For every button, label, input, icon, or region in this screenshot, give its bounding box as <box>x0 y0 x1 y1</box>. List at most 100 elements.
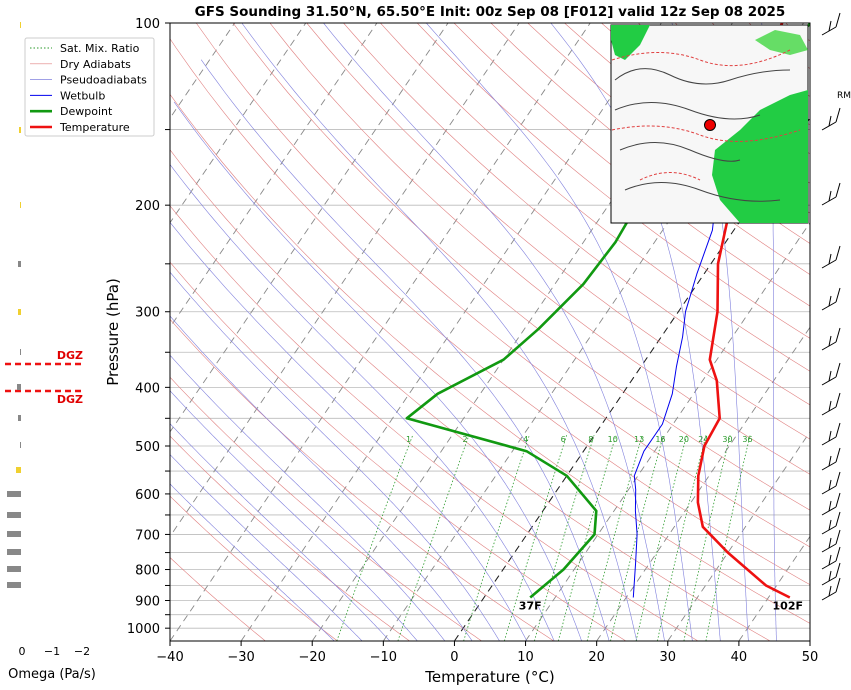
pseudoadiabat-line <box>426 23 693 641</box>
dry-adiabat-line <box>170 261 627 641</box>
omega-bar <box>17 384 21 390</box>
mixing-ratio-label: 36 <box>742 435 752 444</box>
omega-bar <box>18 309 21 315</box>
omega-bar <box>7 582 21 588</box>
surface-dewpoint-label: 37F <box>519 600 542 613</box>
inset-map <box>610 24 809 224</box>
pseudoadiabat-line <box>170 315 473 641</box>
omega-bar <box>7 549 21 555</box>
mixing-ratio-label: 1 <box>406 435 411 444</box>
omega-bar <box>7 512 21 518</box>
legend-box <box>24 37 155 137</box>
plot-frame <box>169 22 811 642</box>
omega-bar <box>18 261 21 267</box>
omega-bar <box>20 442 21 448</box>
pseudoadiabat-line <box>170 354 446 641</box>
wind-barb <box>821 12 841 36</box>
dry-adiabat-line <box>170 318 554 641</box>
dry-adiabat-line <box>170 376 482 641</box>
y-tick-label: 1000 <box>127 622 160 637</box>
isotherm-line <box>170 23 591 641</box>
sounding-location-marker <box>704 119 716 131</box>
dry-adiabat-line <box>170 38 810 586</box>
mixing-ratio-line <box>586 435 643 641</box>
dgz-label-bottom: DGZ <box>57 393 83 406</box>
omega-bar <box>19 127 21 133</box>
dry-adiabat-line <box>170 557 266 641</box>
x-tick-label: 40 <box>731 650 748 665</box>
omega-axis-label: Omega (Pa/s) <box>8 667 96 682</box>
dry-adiabat-line <box>170 93 810 624</box>
wind-barb <box>821 182 841 206</box>
isotherm-line <box>525 221 810 641</box>
inset-map-green-northeast <box>755 30 808 55</box>
wind-barb <box>821 392 841 416</box>
y-tick-label: 200 <box>135 199 160 214</box>
background-lines: 1 2 4 6 8 10 13 16 20 24 30 36 <box>170 23 810 641</box>
pseudoadiabat-line <box>170 423 391 641</box>
dry-adiabat-line <box>380 23 810 372</box>
legend-label: Dewpoint <box>60 105 113 118</box>
isotherm-line <box>596 326 810 641</box>
pseudoadiabat-line <box>550 23 721 641</box>
mixing-ratio-label: 8 <box>588 435 593 444</box>
rm-label: RM <box>837 91 851 101</box>
x-tick-label: 50 <box>802 650 819 665</box>
y-tick-label: 400 <box>135 381 160 396</box>
mixing-ratio-label: 6 <box>561 435 566 444</box>
pseudoadiabat-line <box>241 23 638 641</box>
y-tick-label: 500 <box>135 440 160 455</box>
y-tick-label: 800 <box>135 564 160 579</box>
isotherm-line <box>240 23 662 641</box>
isotherm-line <box>170 23 520 538</box>
legend-label: Sat. Mix. Ratio <box>60 42 140 55</box>
y-tick-label: 900 <box>135 594 160 609</box>
mixing-ratio-label: 16 <box>655 435 665 444</box>
dry-adiabat-line <box>170 495 338 641</box>
x-tick-label: 20 <box>588 650 605 665</box>
wind-barb <box>821 287 841 311</box>
mixing-ratio-label: 20 <box>679 435 689 444</box>
x-tick-label: −30 <box>227 650 254 665</box>
omega-bar <box>18 415 21 421</box>
wind-barb <box>821 511 841 535</box>
omega-bar <box>20 202 21 208</box>
mixing-ratio-label: 4 <box>523 435 528 444</box>
wind-barb <box>821 447 841 471</box>
omega-bar <box>20 22 21 28</box>
dry-adiabat-line <box>232 23 810 511</box>
wind-barb <box>821 362 841 386</box>
inset-map-green-southeast <box>712 90 808 223</box>
inset-map-isobar-4 <box>624 182 781 202</box>
x-tick-label: −40 <box>156 650 183 665</box>
wind-barb <box>821 327 841 351</box>
pseudoadiabat-line <box>170 221 528 641</box>
inset-map-green-north <box>611 25 650 60</box>
legend: Sat. Mix. Ratio Dry Adiabats Pseudoadiabat… <box>24 37 155 137</box>
mixing-ratio-label: 10 <box>608 435 618 444</box>
omega-bar <box>7 491 21 497</box>
wind-barb <box>821 562 841 586</box>
wind-barb <box>821 245 841 269</box>
legend-label: Pseudoadiabats <box>60 74 147 87</box>
inset-map-isobar-1 <box>614 68 791 85</box>
wind-barb <box>821 577 841 601</box>
mixing-ratio-label: 2 <box>463 435 468 444</box>
mixing-ratio-line <box>657 435 707 641</box>
y-tick-label: 300 <box>135 306 160 321</box>
mixing-ratio-line <box>557 435 617 641</box>
wind-barb <box>821 471 841 495</box>
omega-bar <box>7 566 21 572</box>
wind-barb <box>821 492 841 516</box>
omega-bar <box>20 349 21 355</box>
pseudoadiabat-line <box>170 483 335 641</box>
pseudoadiabat-line <box>170 390 418 641</box>
dry-adiabat-line <box>343 23 810 406</box>
x-tick-label: −20 <box>299 650 326 665</box>
dgz-label-top: DGZ <box>57 349 83 362</box>
mixing-ratio-line <box>397 435 470 641</box>
pseudoadiabat-line <box>323 23 665 641</box>
mixing-ratio-line <box>635 435 688 641</box>
inset-map-isobar-3 <box>619 142 741 162</box>
